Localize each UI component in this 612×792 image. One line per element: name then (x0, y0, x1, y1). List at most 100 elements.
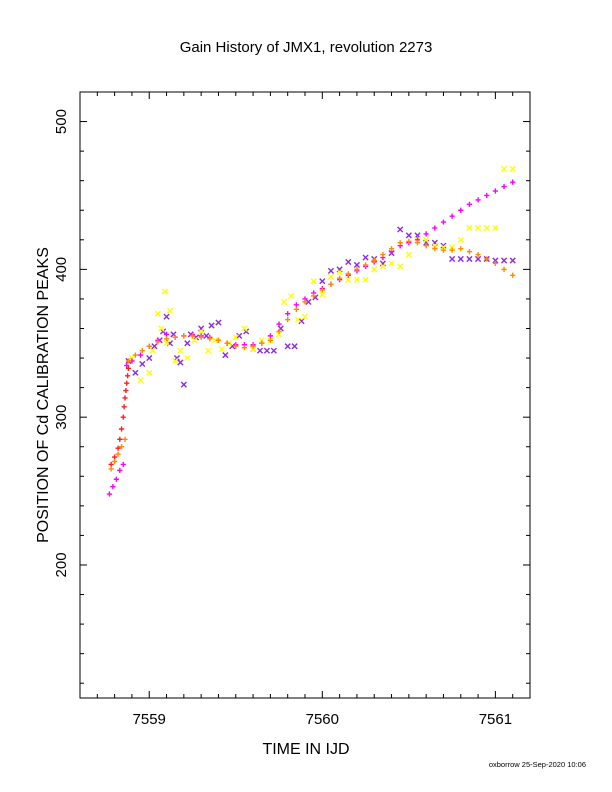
data-point (510, 272, 516, 278)
data-point (124, 362, 130, 369)
data-point (124, 373, 131, 379)
data-point (236, 332, 243, 339)
data-point (475, 197, 481, 203)
data-point (276, 321, 282, 327)
series-4 (106, 179, 516, 497)
data-point (291, 343, 298, 350)
data-point (337, 275, 343, 281)
data-point (466, 224, 473, 232)
data-point (172, 334, 178, 340)
data-point (222, 351, 229, 359)
data-point (500, 257, 508, 264)
data-point (117, 467, 123, 473)
data-point (110, 484, 116, 490)
data-point (501, 183, 507, 190)
data-point (440, 244, 447, 251)
data-point (267, 333, 273, 339)
data-point (108, 461, 114, 468)
data-point (319, 291, 326, 298)
data-point (285, 311, 291, 317)
data-point (115, 445, 121, 451)
data-point (128, 354, 136, 362)
data-point (397, 263, 404, 270)
data-point (122, 436, 128, 442)
y-tick-label: 500 (53, 109, 70, 134)
data-point (117, 436, 123, 442)
data-point (267, 337, 273, 343)
data-point (281, 298, 288, 305)
data-point (207, 336, 213, 342)
data-point (241, 325, 248, 332)
data-point (208, 322, 215, 329)
data-point (484, 192, 490, 199)
data-point (440, 247, 447, 253)
data-point (181, 333, 187, 339)
data-point (293, 306, 299, 312)
data-point (233, 343, 239, 349)
data-point (132, 369, 139, 376)
data-point (172, 357, 179, 365)
data-point (449, 213, 455, 219)
data-point (256, 347, 264, 354)
data-point (311, 293, 317, 299)
data-point (414, 240, 421, 246)
data-point (161, 288, 168, 295)
y-tick-label: 300 (53, 405, 70, 430)
data-point (159, 328, 167, 335)
data-point (449, 255, 456, 263)
data-point (458, 207, 464, 213)
data-point (284, 343, 291, 350)
data-point (319, 287, 325, 293)
data-point (327, 273, 335, 280)
footer-credit: oxborrow 25-Sep-2020 10:06 (489, 760, 586, 769)
data-point (449, 244, 456, 251)
y-tick-label: 400 (53, 257, 70, 282)
data-point (362, 254, 369, 261)
data-point (302, 299, 308, 305)
data-point (423, 231, 429, 237)
data-point (345, 258, 352, 266)
data-point (218, 346, 226, 353)
data-point (259, 340, 265, 346)
data-point (501, 266, 507, 272)
series-2 (125, 226, 516, 388)
data-point (155, 339, 161, 345)
data-point (475, 251, 481, 258)
data-point (166, 307, 174, 314)
data-point (139, 360, 146, 368)
x-tick-label: 7559 (133, 711, 166, 728)
data-point (124, 380, 130, 386)
data-point (121, 404, 127, 410)
data-point (319, 278, 326, 285)
series-3 (128, 165, 516, 384)
data-point (288, 292, 295, 300)
data-point (510, 179, 516, 185)
data-point (137, 377, 144, 384)
data-point (204, 347, 212, 354)
data-point (440, 242, 447, 249)
y-axis-label: POSITION OF Cd CALIBRATION PEAKS (35, 247, 52, 543)
data-point (397, 240, 403, 246)
data-point (112, 454, 118, 460)
x-axis-label: TIME IN IJD (262, 741, 349, 758)
data-point (120, 414, 126, 420)
data-point (163, 313, 170, 320)
series-1 (108, 365, 132, 468)
data-point (305, 298, 312, 305)
data-point (106, 491, 113, 497)
data-point (474, 224, 482, 232)
data-point (215, 319, 222, 326)
data-point (149, 347, 156, 354)
data-point (243, 328, 250, 335)
data-point (492, 257, 499, 264)
data-point (458, 246, 464, 252)
data-point (163, 331, 170, 337)
data-point (249, 346, 257, 353)
x-tick-label: 7560 (306, 711, 339, 728)
data-point (118, 444, 125, 450)
data-point (177, 359, 184, 366)
data-point (345, 271, 351, 277)
data-point (180, 381, 187, 388)
data-point (258, 337, 265, 344)
data-point (232, 334, 239, 341)
